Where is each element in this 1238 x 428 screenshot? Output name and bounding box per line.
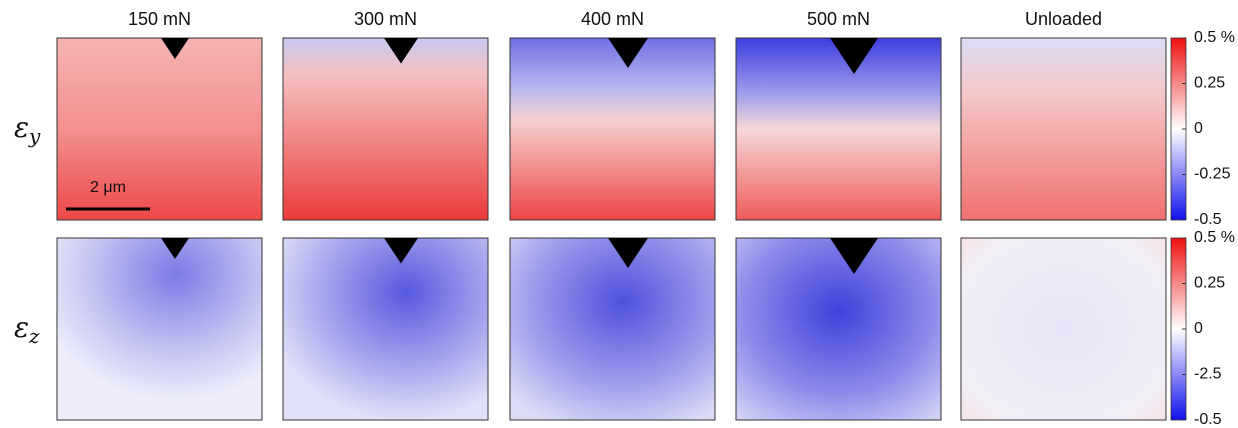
strain-map: [960, 37, 1167, 221]
column-title: Unloaded: [1025, 9, 1102, 29]
strain-map: [735, 37, 942, 221]
row-subscript: z: [28, 324, 40, 348]
column-title: 300 mN: [354, 9, 417, 29]
row-subscript: y: [28, 124, 41, 148]
indenter: [161, 238, 189, 259]
indenter: [384, 238, 418, 264]
colorbar-label: 0.5 %: [1194, 229, 1235, 246]
column-title: 500 mN: [807, 9, 870, 29]
indenter: [608, 38, 648, 68]
strain-map: [282, 37, 489, 221]
row-symbol: ε: [14, 311, 29, 344]
scale-bar-label: 2 μm: [90, 179, 126, 196]
colorbar-label: -2.5: [1194, 366, 1222, 383]
row-label: εz: [14, 311, 40, 348]
colorbar-label: 0.25: [1194, 275, 1225, 292]
colorbar-label: 0.5 %: [1194, 29, 1235, 46]
strain-map: [509, 37, 716, 221]
strain-map: [282, 237, 489, 421]
strain-map: [509, 237, 716, 421]
colorbar-label: -0.5: [1194, 211, 1222, 228]
row-label: εy: [14, 111, 41, 148]
column-title: 150 mN: [128, 9, 191, 29]
indenter: [161, 38, 189, 59]
column-title: 400 mN: [581, 9, 644, 29]
strain-map: [56, 37, 263, 221]
colorbar-label: 0: [1194, 120, 1203, 137]
indenter: [608, 238, 648, 268]
row-symbol: ε: [14, 111, 29, 144]
colorbar-label: 0: [1194, 320, 1203, 337]
colorbar-label: 0.25: [1194, 75, 1225, 92]
strain-map: [56, 237, 263, 421]
indenter: [830, 238, 878, 274]
indenter: [830, 38, 878, 74]
strain-map: [735, 237, 942, 421]
strain-map: [960, 237, 1167, 421]
indenter: [384, 38, 418, 64]
colorbar-label: -0.25: [1194, 166, 1231, 183]
colorbar-label: -0.5: [1194, 411, 1222, 428]
